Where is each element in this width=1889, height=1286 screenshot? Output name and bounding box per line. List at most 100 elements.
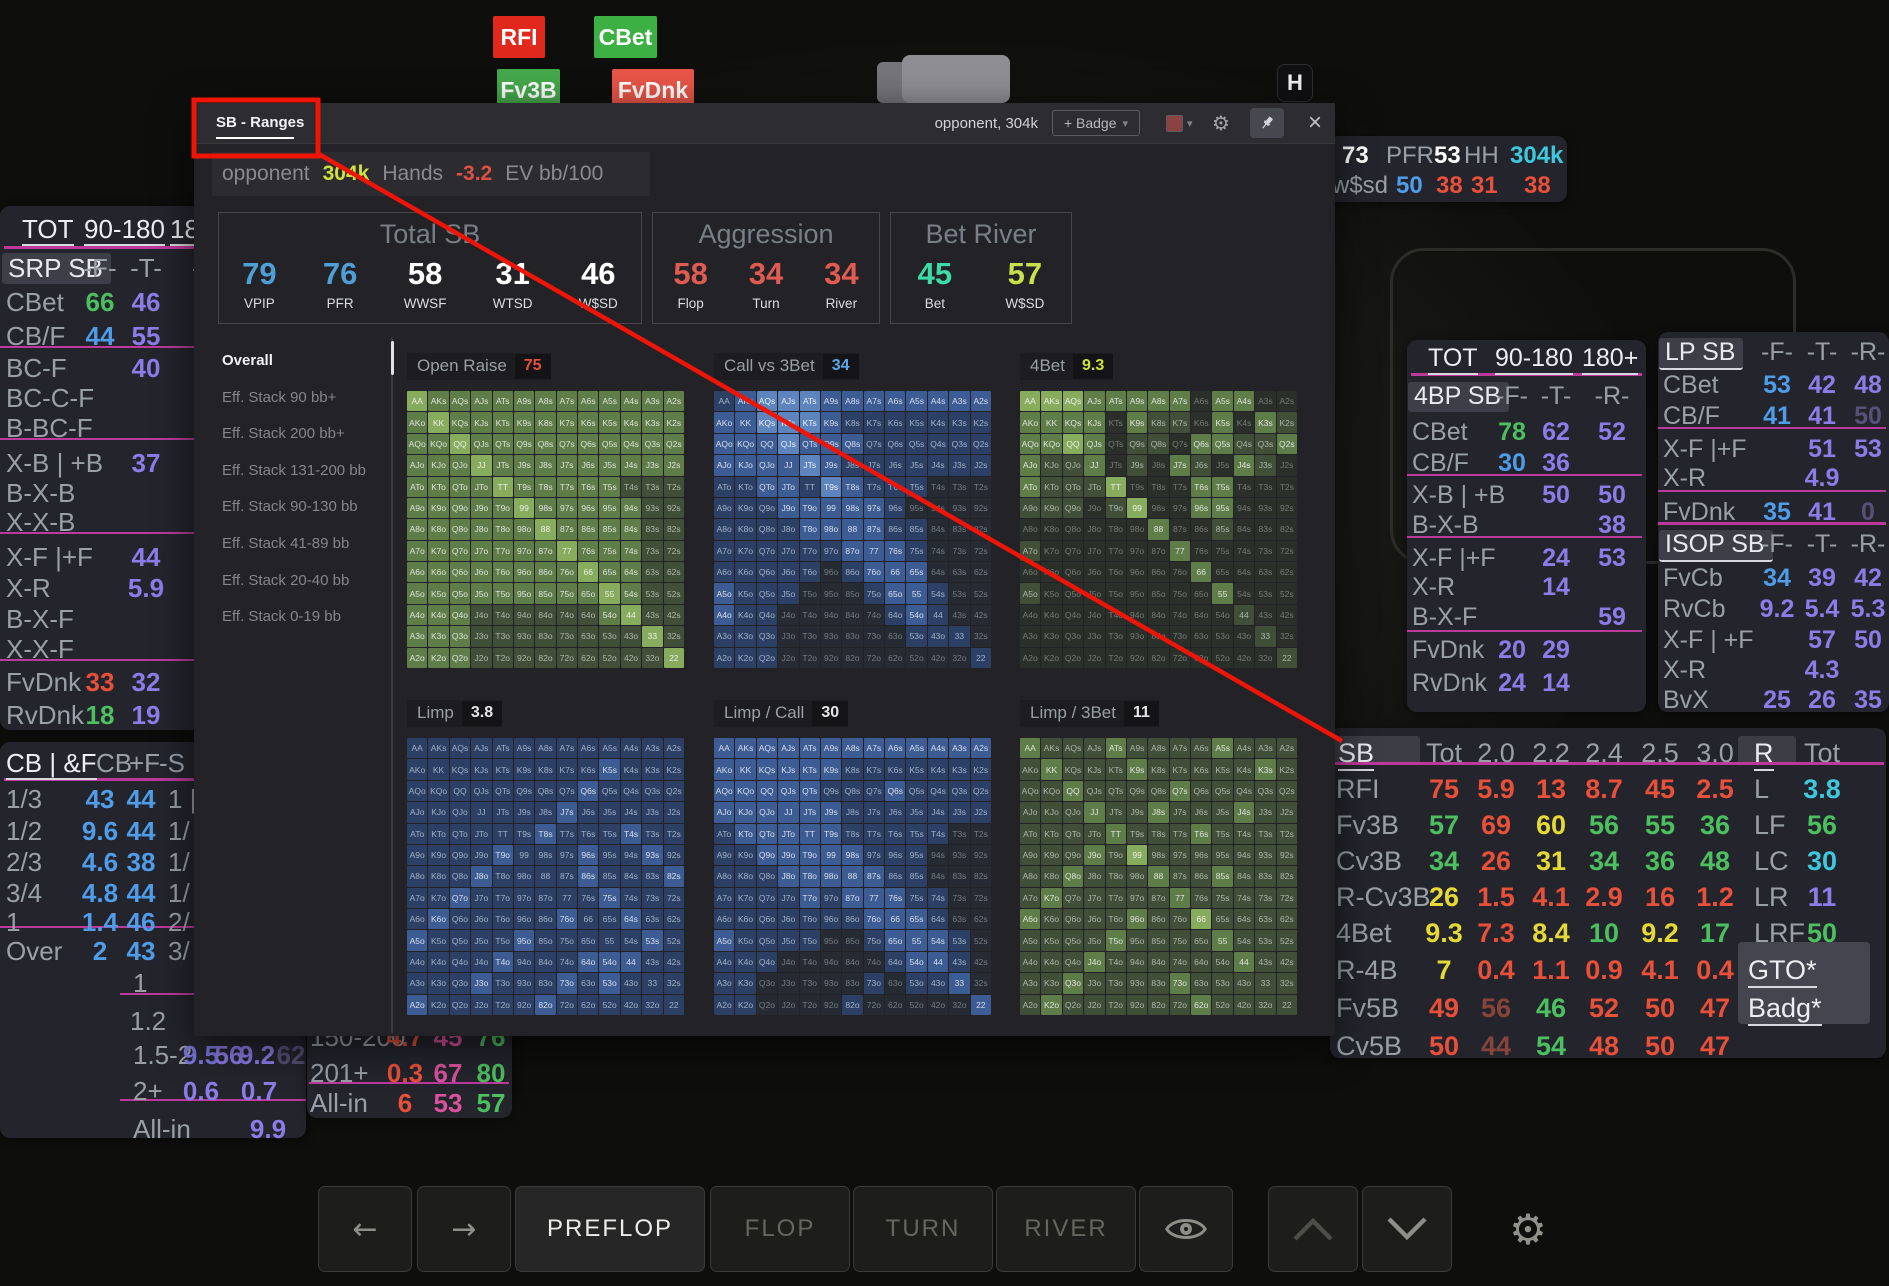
hand-cell: K2s: [1276, 759, 1297, 780]
hand-cell: A5s: [1212, 738, 1233, 759]
hand-cell: K3s: [642, 759, 663, 780]
hand-cell: 75s: [1212, 540, 1233, 562]
chevron-down-icon: ▾: [1122, 117, 1129, 130]
hand-cell: Q9s: [513, 780, 535, 802]
stat-box-values: 79 VPIP 76 PFR 58 WWSF 31 WTSD 46 W$SD: [219, 258, 641, 311]
hand-cell: K4o: [735, 604, 756, 626]
4bp-hud[interactable]: TOT 90-180 180+ 4BP SB -F- -T- -R- CBet 78 62 52 CB…: [1407, 340, 1646, 712]
stat-value: 41: [1808, 498, 1836, 526]
hand-cell: 87s: [1169, 866, 1191, 887]
hand-cell: JJ: [778, 802, 799, 823]
hand-cell: T9o: [1105, 844, 1126, 866]
rfi-badge[interactable]: RFI: [493, 16, 545, 58]
hand-cell: Q6s: [578, 780, 599, 802]
hand-cell: J8o: [1084, 866, 1105, 887]
hand-cell: T7s: [1169, 823, 1191, 844]
hand-cell: 73s: [642, 887, 663, 909]
hand-cell: AQs: [756, 738, 778, 759]
hand-cell: 94o: [513, 604, 535, 626]
range-grid-limp-3bet[interactable]: AA AKs AQs AJs ATs A9s A8s A7s A6s A5s A4s A3s A2s AK…: [1020, 738, 1297, 1015]
hand-cell: QJs: [471, 780, 492, 802]
stat-value: 39: [1808, 564, 1836, 592]
popup-settings-gear-icon[interactable]: ⚙: [1212, 111, 1230, 135]
tab-river[interactable]: RIVER: [996, 1186, 1136, 1272]
sidebar-divider: [391, 337, 393, 1033]
sb-strategy-hud[interactable]: SB Tot 2.0 2.2 2.4 2.5 3.0 R Tot RFI 75 5.9 13 8.7 45 2…: [1330, 728, 1886, 1060]
close-icon[interactable]: ×: [1307, 109, 1322, 136]
sidebar-item-eff-stack-20-40-bb[interactable]: Eff. Stack 20-40 bb: [222, 571, 350, 589]
stat: 79 VPIP: [242, 258, 276, 311]
stat-label: 1.2: [130, 1006, 167, 1036]
hand-cell: 22: [1276, 647, 1297, 668]
cbet-badge[interactable]: CBet: [594, 16, 657, 58]
collapse-up-button[interactable]: [1268, 1186, 1358, 1272]
hand-cell: 65o: [885, 583, 906, 604]
pin-button[interactable]: [1250, 108, 1284, 138]
hand-cell: KQs: [756, 759, 778, 780]
sidebar-item-eff-stack-200-bb+[interactable]: Eff. Stack 200 bb+: [222, 425, 345, 443]
hand-cell: Q8s: [1148, 780, 1169, 802]
hand-cell: 87o: [842, 887, 863, 909]
hand-cell: K9o: [1041, 497, 1062, 519]
hand-cell: JTo: [778, 823, 799, 844]
hand-cell: A4o: [714, 604, 735, 626]
range-grid-limp[interactable]: AA AKs AQs AJs ATs A9s A8s A7s A6s A5s A4s A3s A2s AK…: [407, 738, 684, 1015]
range-grid-4bet[interactable]: AA AKs AQs AJs ATs A9s A8s A7s A6s A5s A4s A3s A2s AK…: [1020, 391, 1297, 668]
hand-cell: J9s: [513, 455, 535, 476]
stat: 31 WTSD: [493, 258, 533, 311]
stat-value: 50: [1854, 402, 1882, 430]
next-button[interactable]: →: [417, 1186, 511, 1272]
hand-cell: JJ: [1084, 455, 1105, 476]
stat-label: Badg*: [1748, 995, 1822, 1026]
settings-gear-button[interactable]: ⚙: [1496, 1186, 1560, 1272]
stat-value: 4.3: [1804, 656, 1840, 684]
hand-cell: 62o: [885, 994, 906, 1015]
range-grid-open-raise[interactable]: AA AKs AQs AJs ATs A9s A8s A7s A6s A5s A4s A3s A2s AK…: [407, 391, 684, 668]
visibility-button[interactable]: [1139, 1186, 1233, 1272]
sidebar-item-eff-stack-90-130-bb[interactable]: Eff. Stack 90-130 bb: [222, 498, 358, 516]
mini-hud[interactable]: 73 PFR 53 HH 304k w$sd 50 38 31 38: [1328, 136, 1567, 202]
hand-cell: T5o: [799, 930, 820, 951]
stat-label: ISOP SB: [1659, 530, 1773, 562]
range-label-open-raise: Open Raise 75: [407, 353, 551, 380]
lp-isop-hud[interactable]: LP SB -F- -T- -R- CBet 53 42 48 CB/F 41 41 50 X-F |+…: [1658, 332, 1889, 713]
sidebar-scrollbar-thumb[interactable]: [390, 341, 394, 375]
hand-cell: 72o: [556, 647, 578, 668]
range-frequency: 3.8: [461, 700, 503, 726]
hand-cell: Q8s: [842, 780, 863, 802]
cbet-sizing-hud[interactable]: CB | &F CB +F -S 1/3 43 44 1 | 1/2 9.6 44 1/2/3 4.6 3…: [0, 742, 306, 1142]
gto-badge-box[interactable]: [1738, 942, 1870, 1024]
range-grid-call-vs-3bet[interactable]: AA AKs AQs AJs ATs A9s A8s A7s A6s A5s A4s A3s A2s AK…: [714, 391, 991, 668]
hand-cell: J8o: [471, 519, 492, 540]
hand-cell: 53o: [599, 973, 620, 994]
prev-button[interactable]: ←: [318, 1186, 412, 1272]
hand-cell: Q4o: [1062, 604, 1084, 626]
hand-cell: J8s: [842, 455, 863, 476]
popup-title-tab[interactable]: SB - Ranges: [216, 114, 305, 131]
tab-preflop[interactable]: PREFLOP: [515, 1186, 705, 1272]
stat-value: 46: [581, 256, 616, 291]
sidebar-item-eff-stack-90-bb+[interactable]: Eff. Stack 90 bb+: [222, 388, 337, 406]
sidebar-item-eff-stack-41-89-bb[interactable]: Eff. Stack 41-89 bb: [222, 535, 350, 552]
sidebar-item-eff-stack-131-200-bb[interactable]: Eff. Stack 131-200 bb: [222, 461, 366, 479]
add-badge-button[interactable]: + Badge ▾: [1052, 110, 1140, 136]
hand2note-logo[interactable]: H: [1277, 64, 1313, 102]
range-grid-limp-call[interactable]: AA AKs AQs AJs ATs A9s A8s A7s A6s A5s A4s A3s A2s AK…: [714, 738, 991, 1015]
tab-turn[interactable]: TURN: [853, 1186, 993, 1272]
hand-cell: 86o: [842, 562, 863, 583]
color-swatch-button[interactable]: ▾: [1166, 114, 1196, 132]
hand-cell: 84s: [1233, 519, 1255, 540]
hand-cell: T6s: [885, 476, 906, 497]
collapse-down-button[interactable]: [1362, 1186, 1452, 1272]
hand-cell: 88: [1148, 866, 1169, 887]
sidebar-item-overall[interactable]: Overall: [222, 352, 273, 369]
hand-cell: AA: [1020, 738, 1041, 759]
stat-value: 53: [433, 1088, 463, 1118]
hand-cell: 98o: [820, 519, 842, 540]
hand-cell: A9s: [820, 738, 842, 759]
hand-cell: J9s: [820, 455, 842, 476]
stat-value: 53: [1434, 142, 1461, 169]
sidebar-item-eff-stack-0-19-bb[interactable]: Eff. Stack 0-19 bb: [222, 608, 341, 626]
tab-flop[interactable]: FLOP: [710, 1186, 850, 1272]
hand-cell: A9o: [407, 497, 428, 519]
